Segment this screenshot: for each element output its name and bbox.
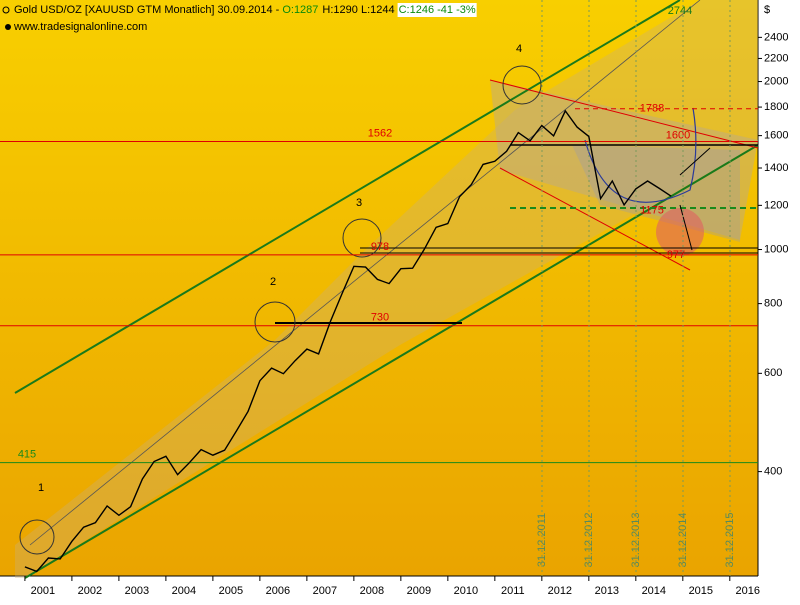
header-close-bg bbox=[397, 3, 477, 17]
price-label: 1600 bbox=[666, 130, 690, 142]
down-channel bbox=[490, 80, 758, 240]
mid-line bbox=[29, 0, 701, 546]
x-tick-label: 2010 bbox=[454, 585, 478, 597]
x-tick-label: 2002 bbox=[78, 585, 102, 597]
x-tick-label: 2012 bbox=[548, 585, 572, 597]
x-tick-label: 2001 bbox=[31, 585, 55, 597]
wave-label: 4 bbox=[516, 43, 522, 55]
y-tick-label: 2000 bbox=[764, 75, 788, 87]
price-label: 1175 bbox=[640, 204, 664, 216]
arrow-up bbox=[679, 147, 711, 176]
wave-circle bbox=[254, 301, 296, 343]
y-tick-label: 2200 bbox=[764, 52, 788, 64]
y-tick-label: 1400 bbox=[764, 162, 788, 174]
y-tick-label: 2400 bbox=[764, 31, 788, 43]
channel-lower bbox=[24, 144, 759, 579]
down-line-upper bbox=[489, 79, 759, 149]
x-tick-label: 2007 bbox=[313, 585, 337, 597]
date-line-label: 31.12.2015 bbox=[724, 512, 736, 567]
price-line bbox=[24, 109, 672, 573]
date-line-label: 31.12.2011 bbox=[536, 513, 548, 567]
source-icon bbox=[5, 24, 11, 30]
level-label: 1562 bbox=[368, 127, 392, 139]
unit: $ bbox=[764, 4, 770, 16]
y-tick-label: 1000 bbox=[764, 243, 788, 255]
wave-label: 1 bbox=[38, 482, 44, 494]
wave-label: 2 bbox=[270, 276, 276, 288]
level-label: 978 bbox=[371, 241, 389, 253]
header-icon bbox=[2, 6, 10, 14]
x-tick-label: 2014 bbox=[642, 585, 666, 597]
y-tick-label: 1200 bbox=[764, 199, 788, 211]
date-line-label: 31.12.2014 bbox=[677, 512, 689, 567]
level-label: 730 bbox=[371, 312, 389, 324]
y-tick-label: 800 bbox=[764, 298, 782, 310]
plot-area bbox=[0, 0, 758, 576]
source: www.tradesignalonline.com bbox=[13, 21, 147, 33]
wave-circle bbox=[502, 65, 542, 105]
header-close: C:1246 -41 -3% bbox=[399, 4, 476, 16]
y-tick-label: 400 bbox=[764, 466, 782, 478]
x-tick-label: 2016 bbox=[736, 585, 760, 597]
x-tick-label: 2004 bbox=[172, 585, 196, 597]
price-label: 2744 bbox=[668, 5, 692, 17]
level-label: 415 bbox=[18, 449, 36, 461]
projection-arc bbox=[584, 107, 697, 203]
header-instrument: Gold USD/OZ [XAUUSD GTM Monatlich] 30.09… bbox=[14, 4, 280, 16]
channel-upper bbox=[14, 0, 681, 394]
x-tick-label: 2011 bbox=[501, 585, 525, 597]
x-tick-label: 2008 bbox=[360, 585, 384, 597]
y-tick-label: 600 bbox=[764, 367, 782, 379]
x-tick-label: 2003 bbox=[125, 585, 149, 597]
price-label: 977 bbox=[667, 249, 685, 261]
x-tick-label: 2006 bbox=[266, 585, 290, 597]
header-high-low: H:1290 L:1244 bbox=[322, 4, 394, 16]
y-tick-label: 1600 bbox=[764, 130, 788, 142]
wave-circle bbox=[19, 519, 55, 555]
wave-label: 3 bbox=[356, 197, 362, 209]
x-axis-area bbox=[0, 576, 800, 600]
x-tick-label: 2013 bbox=[595, 585, 619, 597]
y-tick-label: 1800 bbox=[764, 101, 788, 113]
target-zone bbox=[656, 208, 704, 256]
x-tick-label: 2005 bbox=[219, 585, 243, 597]
wave-circles bbox=[19, 65, 542, 555]
header-open: O:1287 bbox=[282, 4, 318, 16]
date-line-label: 31.12.2012 bbox=[583, 512, 595, 567]
x-tick-label: 2015 bbox=[689, 585, 713, 597]
header: Gold USD/OZ [XAUUSD GTM Monatlich] 30.09… bbox=[14, 4, 280, 16]
wave-circle bbox=[342, 218, 382, 258]
arrow-down bbox=[679, 204, 693, 251]
date-line-label: 31.12.2013 bbox=[630, 512, 642, 567]
x-tick-label: 2009 bbox=[407, 585, 431, 597]
